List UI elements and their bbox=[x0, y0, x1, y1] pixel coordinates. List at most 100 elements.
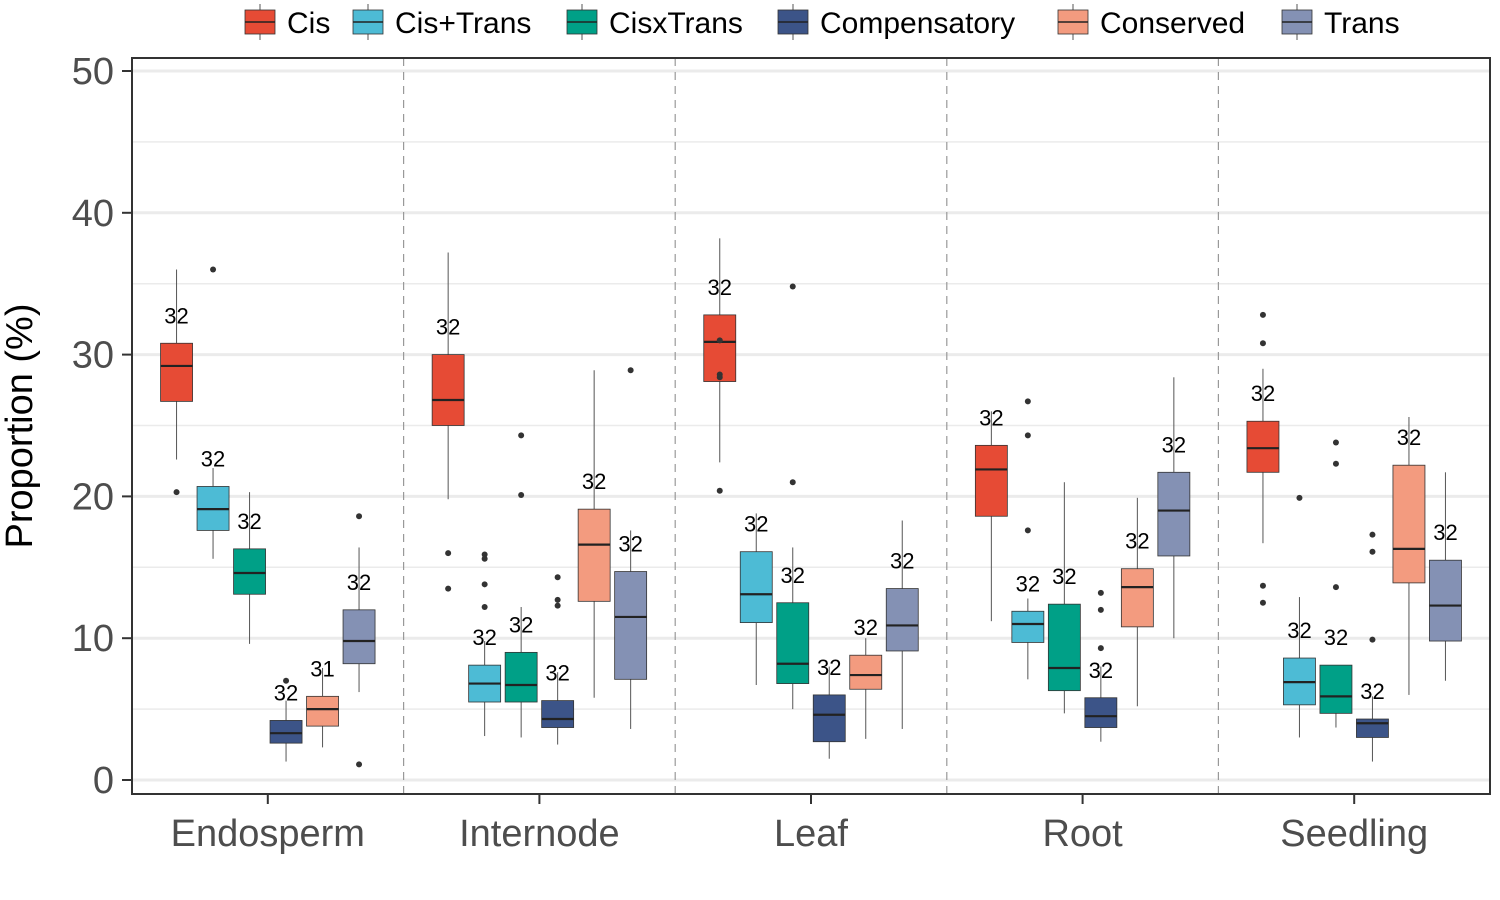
count-label: 32 bbox=[436, 315, 460, 340]
box-compensatory-endosperm: 32 bbox=[269, 677, 303, 762]
box-body bbox=[504, 651, 538, 703]
box-body bbox=[849, 654, 883, 690]
count-label: 32 bbox=[1089, 658, 1113, 683]
legend-label: Cis+Trans bbox=[395, 7, 531, 40]
y-axis-title: Proportion (%) bbox=[0, 304, 41, 549]
outlier-point bbox=[1024, 398, 1031, 405]
outlier-point bbox=[481, 551, 488, 558]
legend-item-compensatory: Compensatory bbox=[777, 4, 1015, 40]
x-tick-label-internode: Internode bbox=[459, 813, 620, 855]
x-tick-label-endosperm: Endosperm bbox=[171, 813, 365, 855]
box-conserved-seedling: 32 bbox=[1392, 416, 1426, 695]
box-body bbox=[306, 695, 339, 727]
box-body bbox=[885, 588, 919, 652]
legend-item-trans: Trans bbox=[1281, 4, 1400, 40]
box-conserved-internode: 32 bbox=[577, 370, 611, 698]
box-cis-trans-root: 32 bbox=[1011, 398, 1045, 680]
outlier-point bbox=[173, 489, 180, 496]
box-cis-internode: 32 bbox=[431, 252, 465, 592]
legend-item-cis-trans: Cis+Trans bbox=[352, 4, 531, 40]
count-label: 32 bbox=[1162, 432, 1186, 457]
outlier-point bbox=[1259, 582, 1266, 589]
series-trans: 32 32 32 32 32 bbox=[342, 367, 1462, 768]
count-label: 32 bbox=[1125, 529, 1149, 554]
outlier-point bbox=[554, 574, 561, 581]
series-cis-trans: 32 32 32 32 32 bbox=[196, 266, 1316, 738]
box-body bbox=[739, 551, 773, 624]
count-label: 32 bbox=[1360, 679, 1384, 704]
count-label: 32 bbox=[817, 655, 841, 680]
outlier-point bbox=[445, 585, 452, 592]
count-label: 32 bbox=[164, 303, 188, 328]
y-axis: 0 10 20 30 40 50 bbox=[72, 51, 132, 802]
count-label: 32 bbox=[274, 680, 298, 705]
outlier-point bbox=[1259, 599, 1266, 606]
count-label: 32 bbox=[237, 509, 261, 534]
count-label: 32 bbox=[545, 661, 569, 686]
y-tick-label: 20 bbox=[72, 476, 114, 518]
box-cis-trans-seedling: 32 bbox=[1283, 494, 1316, 738]
outlier-point bbox=[554, 596, 561, 603]
count-label: 32 bbox=[618, 532, 642, 557]
legend-item-conserved: Conserved bbox=[1057, 4, 1245, 40]
box-trans-seedling: 32 bbox=[1429, 472, 1462, 681]
series-cis: 32 32 32 32 32 bbox=[160, 238, 1280, 622]
box-body bbox=[1047, 603, 1081, 692]
box-body bbox=[1011, 610, 1045, 643]
series-conserved: 31 32 32 32 32 bbox=[306, 370, 1426, 748]
box-cis-trans-endosperm: 32 bbox=[196, 266, 230, 559]
y-tick-label: 10 bbox=[72, 618, 114, 660]
count-label: 32 bbox=[582, 469, 606, 494]
outlier-point bbox=[283, 677, 290, 684]
box-compensatory-seedling: 32 bbox=[1356, 531, 1389, 762]
y-tick-label: 0 bbox=[93, 760, 114, 802]
outlier-point bbox=[627, 367, 634, 374]
outlier-point bbox=[1024, 432, 1031, 439]
count-label: 32 bbox=[979, 405, 1003, 430]
box-body bbox=[1246, 420, 1280, 473]
count-label: 32 bbox=[1324, 625, 1348, 650]
box-body bbox=[1319, 664, 1353, 714]
outlier-point bbox=[1024, 527, 1031, 534]
outlier-point bbox=[789, 283, 796, 290]
legend-label: Cis bbox=[287, 7, 330, 40]
box-body bbox=[1120, 568, 1154, 628]
legend-label: Compensatory bbox=[820, 7, 1015, 40]
box-body bbox=[1392, 464, 1426, 584]
count-label: 32 bbox=[509, 612, 533, 637]
outlier-point bbox=[789, 479, 796, 486]
outlier-point bbox=[1097, 589, 1104, 596]
box-trans-endosperm: 32 bbox=[342, 513, 376, 768]
y-tick-label: 30 bbox=[72, 335, 114, 377]
box-body bbox=[812, 694, 846, 743]
outlier-point bbox=[481, 581, 488, 588]
legend-item-cisxtrans: CisxTrans bbox=[566, 4, 743, 40]
count-label: 32 bbox=[744, 512, 768, 537]
box-body bbox=[974, 444, 1008, 517]
box-conserved-root: 32 bbox=[1120, 497, 1154, 707]
legend-label: Conserved bbox=[1100, 7, 1245, 40]
box-conserved-leaf: 32 bbox=[849, 615, 883, 739]
series-cisxtrans: 32 32 32 32 32 bbox=[233, 283, 1353, 738]
box-body bbox=[1157, 471, 1191, 557]
x-tick-label-leaf: Leaf bbox=[774, 813, 848, 855]
box-cis-endosperm: 32 bbox=[160, 269, 193, 496]
outlier-point bbox=[554, 602, 561, 609]
count-label: 32 bbox=[708, 275, 732, 300]
box-trans-root: 32 bbox=[1157, 377, 1191, 639]
box-body bbox=[269, 720, 303, 744]
box-trans-leaf: 32 bbox=[885, 520, 919, 729]
box-body bbox=[703, 314, 737, 382]
box-cis-seedling: 32 bbox=[1246, 311, 1280, 606]
count-label: 32 bbox=[854, 615, 878, 640]
count-label: 32 bbox=[472, 625, 496, 650]
outlier-point bbox=[518, 491, 525, 498]
x-tick-label-root: Root bbox=[1042, 813, 1123, 855]
count-label: 32 bbox=[1251, 381, 1275, 406]
box-body bbox=[342, 609, 376, 665]
legend-item-cis: Cis bbox=[244, 4, 330, 40]
box-cisxtrans-seedling: 32 bbox=[1319, 439, 1353, 728]
box-trans-internode: 32 bbox=[614, 367, 648, 729]
